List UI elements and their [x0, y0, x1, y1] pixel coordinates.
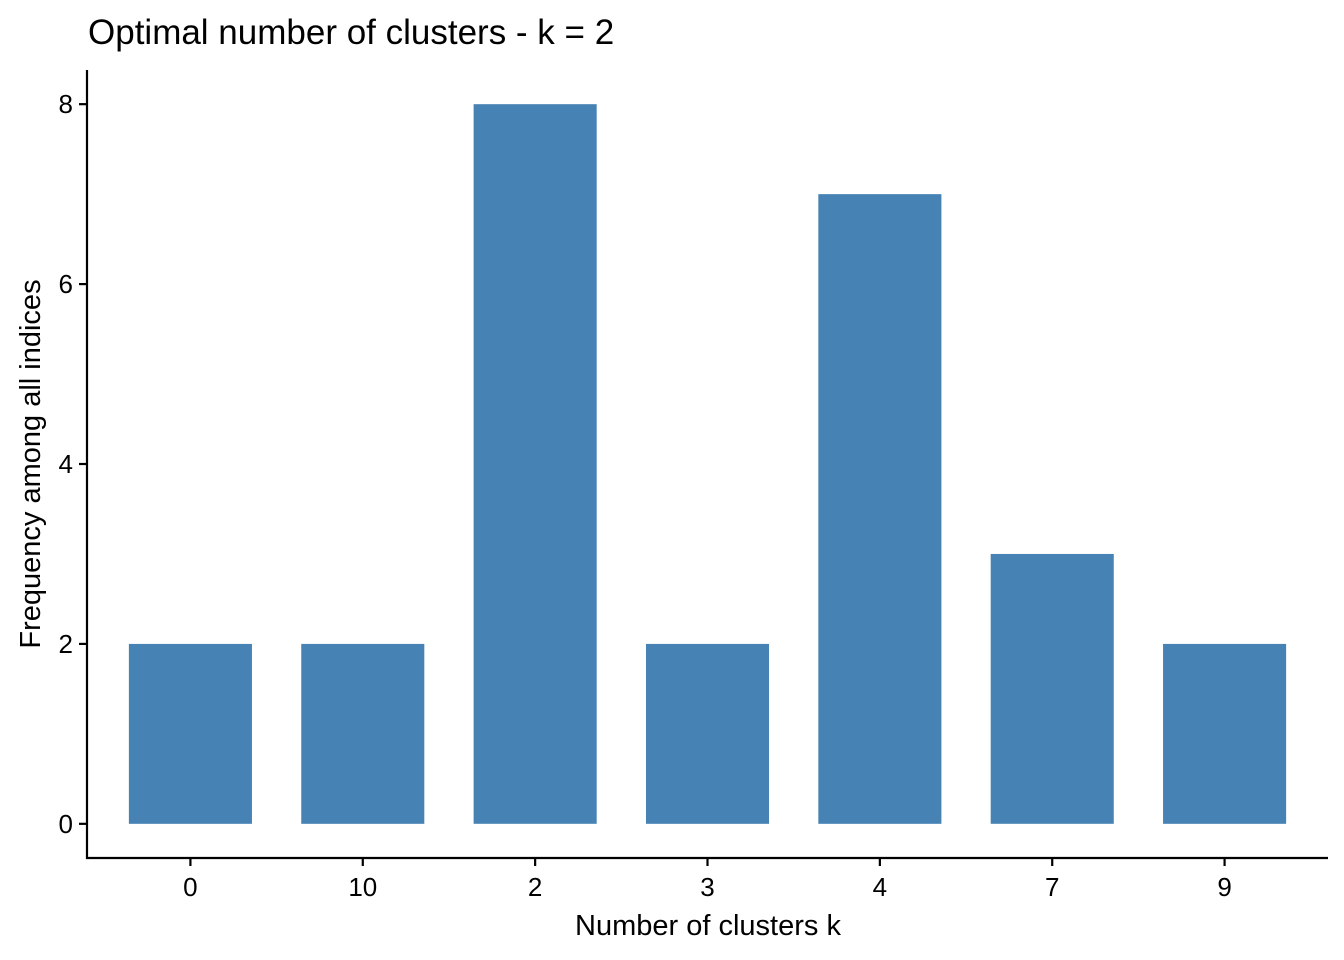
y-tick-label: 2 — [59, 629, 73, 659]
y-tick-label: 4 — [59, 449, 73, 479]
bar-4 — [818, 194, 942, 824]
y-tick-label: 0 — [59, 809, 73, 839]
x-tick-label: 3 — [700, 872, 714, 902]
y-tick-label: 8 — [59, 89, 73, 119]
bar-3 — [645, 643, 770, 824]
x-tick-label: 7 — [1045, 872, 1059, 902]
bar-2 — [473, 104, 597, 824]
x-tick-label: 0 — [183, 872, 197, 902]
x-axis-ticks: 0 10 2 3 4 7 9 — [183, 858, 1232, 902]
bar-10 — [301, 643, 425, 824]
bar-0 — [128, 643, 252, 824]
x-axis-label: Number of clusters k — [575, 910, 841, 942]
chart-title: Optimal number of clusters - k = 2 — [88, 13, 614, 52]
plot-area — [128, 104, 1287, 824]
x-tick-label: 2 — [528, 872, 542, 902]
bar-9 — [1163, 643, 1287, 824]
x-tick-label: 9 — [1217, 872, 1231, 902]
x-tick-label: 4 — [873, 872, 887, 902]
y-tick-label: 6 — [59, 269, 73, 299]
y-axis-label: Frequency among all indices — [15, 279, 47, 648]
bar-7 — [990, 553, 1114, 824]
y-axis-ticks: 0 2 4 6 8 — [59, 89, 87, 839]
x-tick-label: 10 — [348, 872, 377, 902]
